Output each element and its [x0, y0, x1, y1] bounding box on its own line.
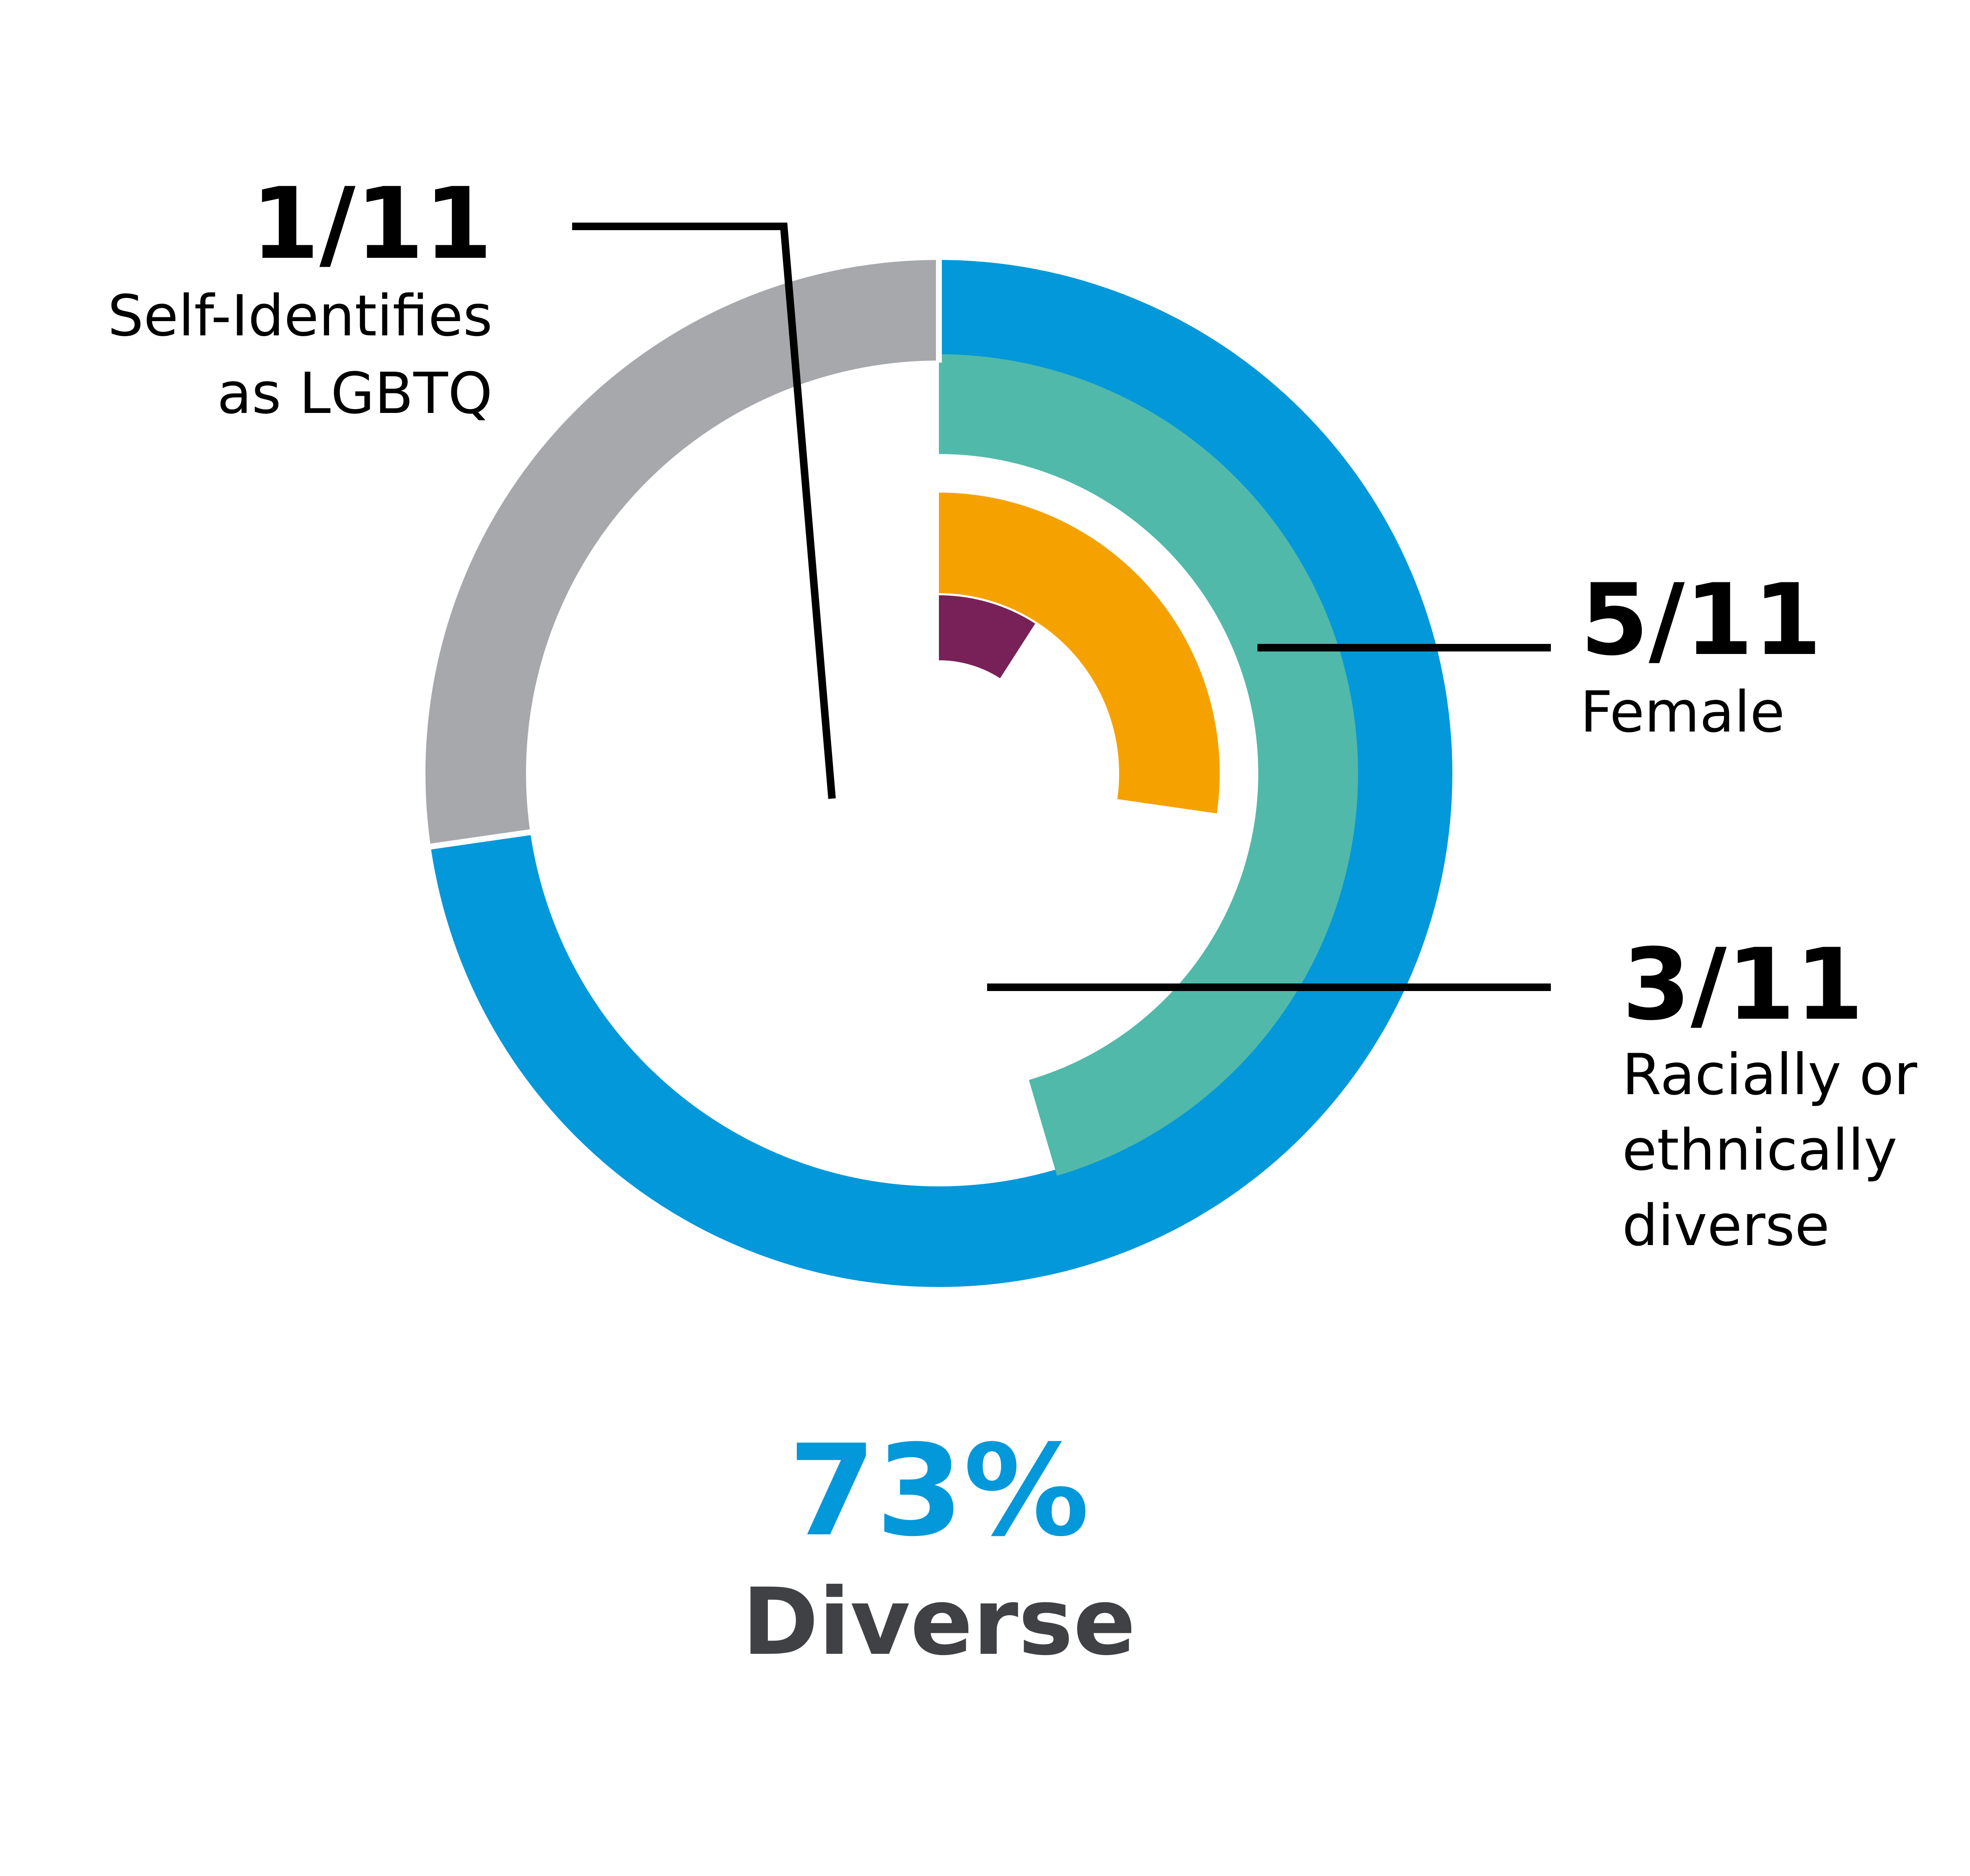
- lgbtq-label-line-2: as LGBTQ: [217, 361, 492, 426]
- ring-separator-2: [428, 829, 533, 850]
- ring-racial-bar: [939, 493, 1220, 814]
- summary-label: Diverse: [742, 1568, 1135, 1676]
- annotation-female: 5/11 Female: [1580, 563, 1822, 745]
- ring-female-bar: [939, 354, 1358, 1176]
- ring-diverse-remainder: [425, 260, 939, 847]
- leader-lines: [572, 223, 1551, 991]
- lgbtq-fraction: 1/11: [251, 167, 492, 281]
- racial-label-line-1: Racially or: [1622, 1042, 1917, 1108]
- female-label-line-1: Female: [1580, 679, 1785, 745]
- racial-fraction: 3/11: [1622, 928, 1864, 1042]
- rings-group: [425, 258, 1453, 1287]
- summary-percentage: 73%: [788, 1418, 1089, 1564]
- female-fraction: 5/11: [1580, 563, 1822, 677]
- annotation-racial: 3/11 Racially or ethnically diverse: [1622, 928, 1917, 1258]
- annotation-lgbtq: 1/11 Self-Identifies as LGBTQ: [108, 167, 492, 426]
- racial-label-line-3: diverse: [1622, 1193, 1830, 1258]
- lgbtq-label-line-1: Self-Identifies: [108, 283, 492, 349]
- racial-label-line-2: ethnically: [1622, 1117, 1897, 1183]
- ring-lgbtq-bar: [939, 595, 1035, 678]
- leader-line-lgbtq: [572, 223, 836, 799]
